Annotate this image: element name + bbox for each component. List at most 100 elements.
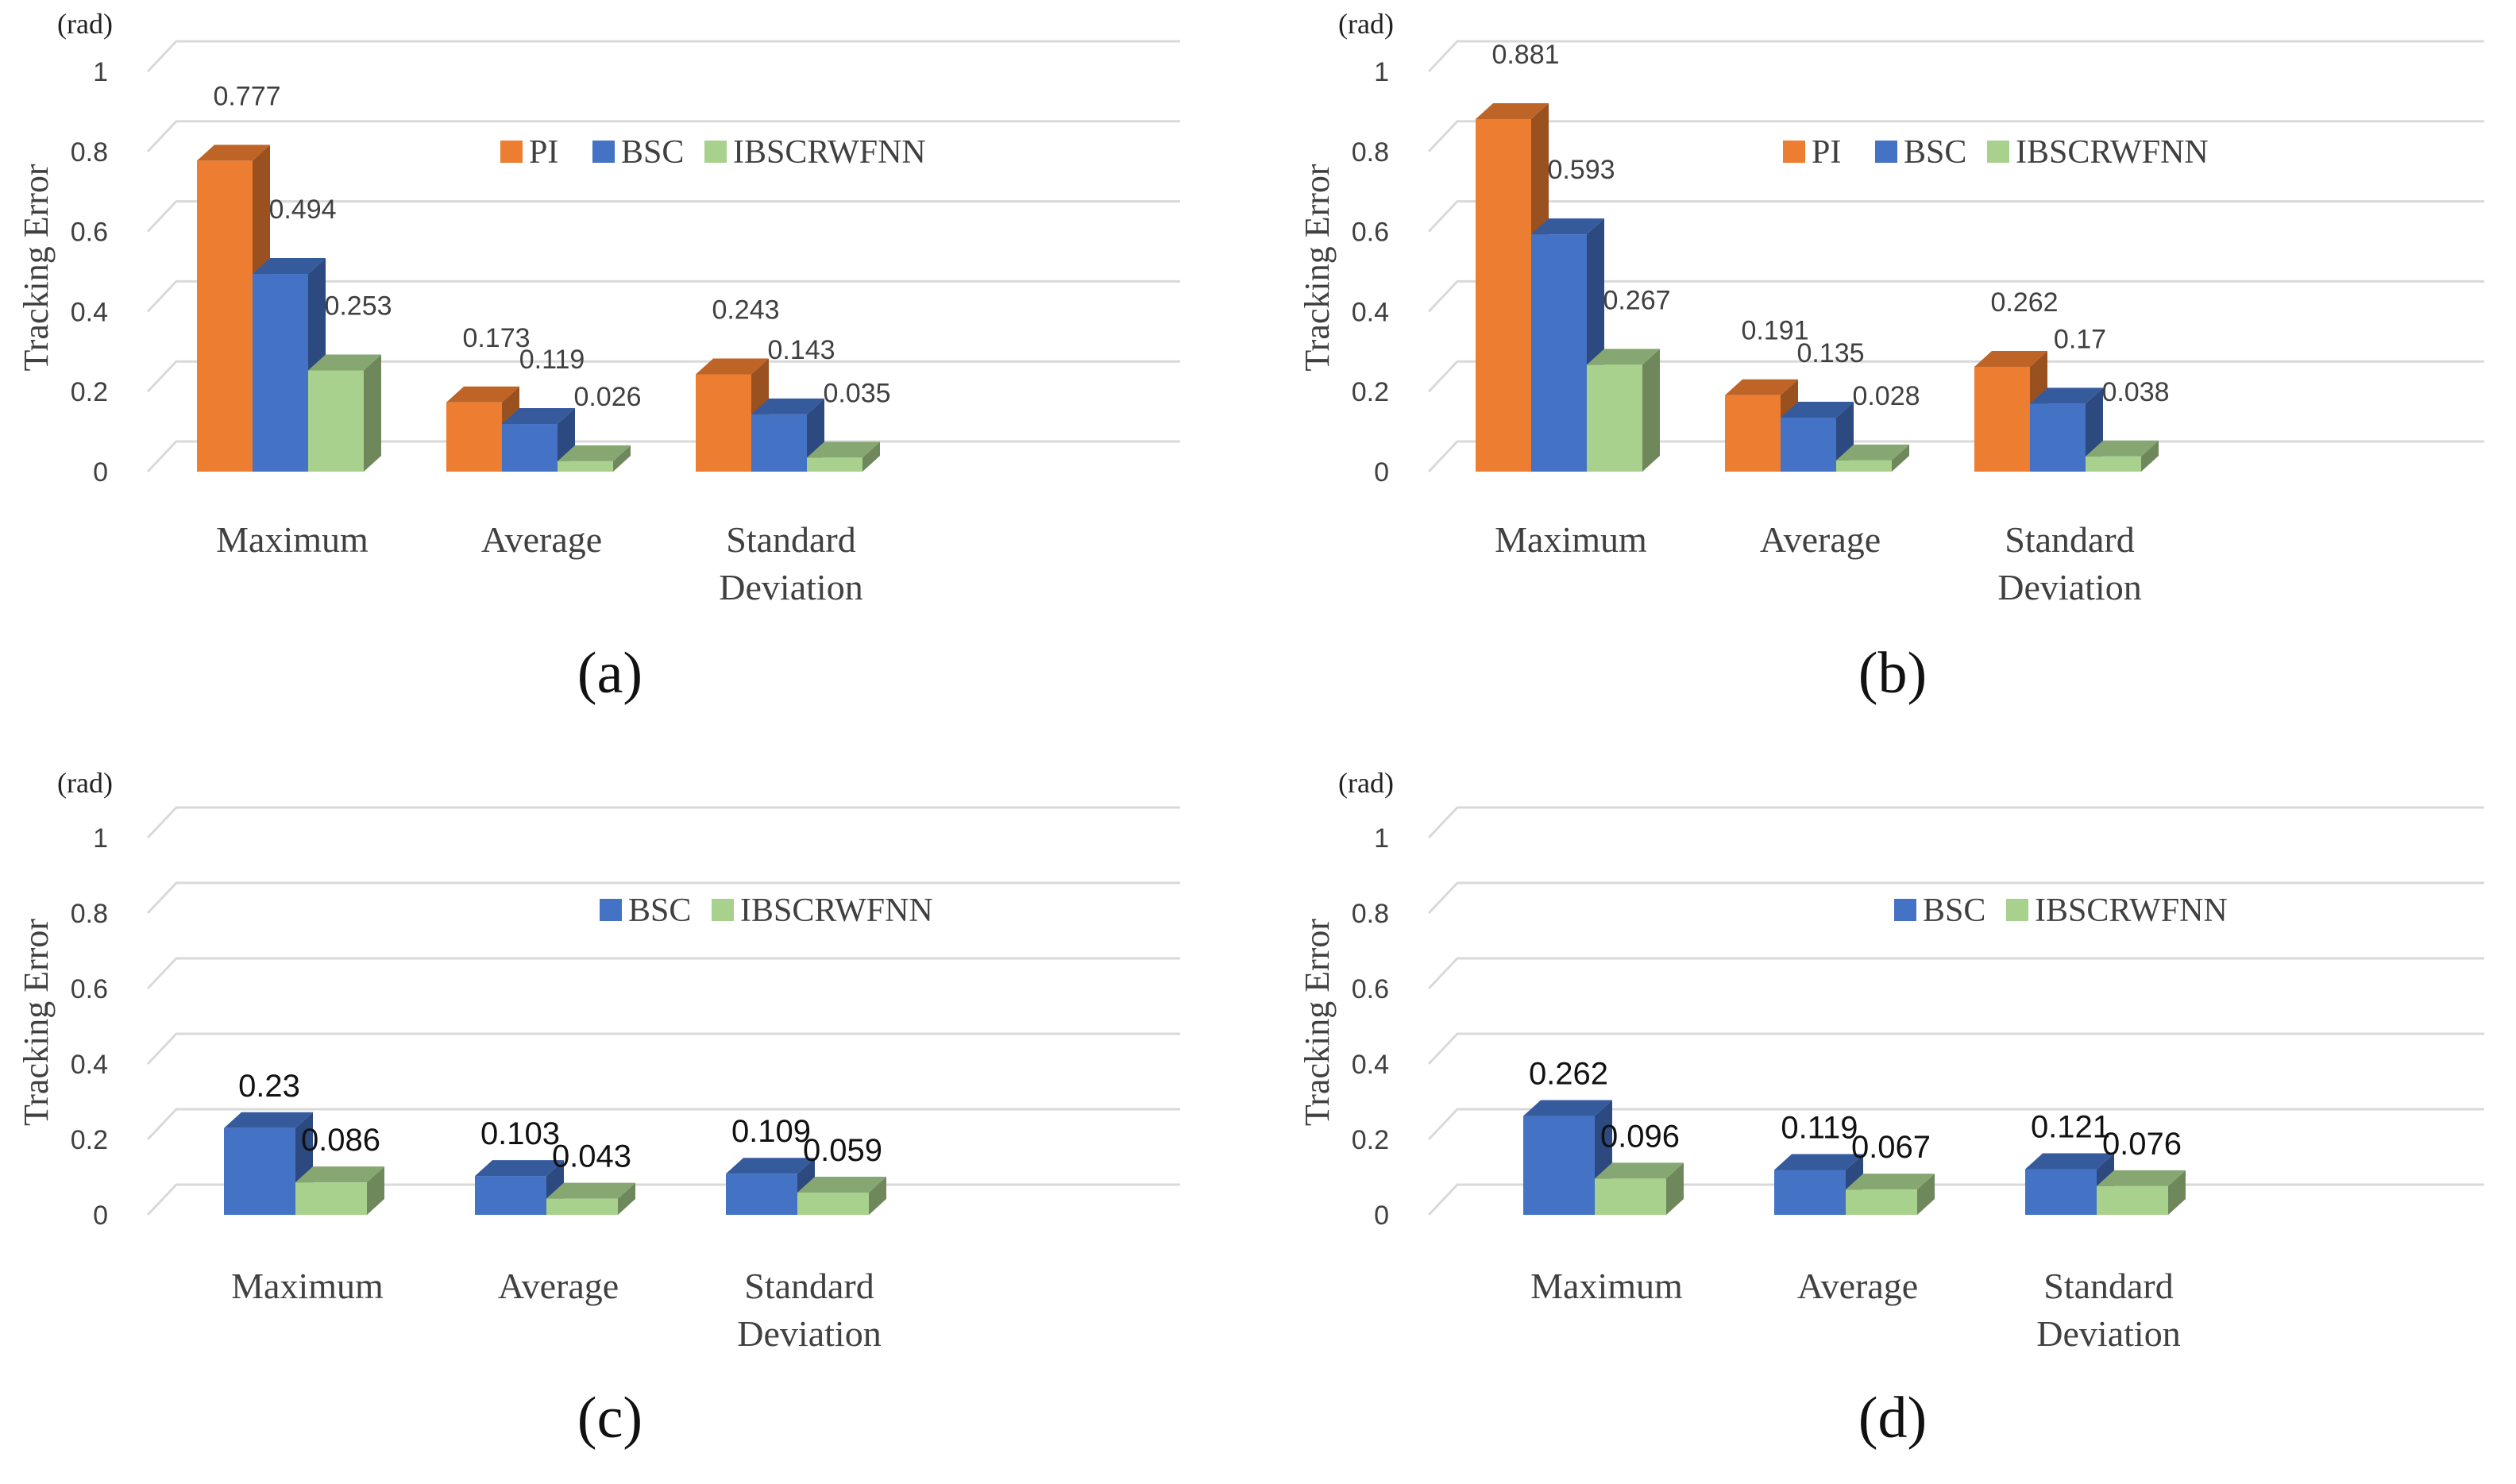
x-tick-label: Maximum [1495, 519, 1647, 560]
x-tick-label: Deviation [719, 567, 862, 607]
x-tick-label: Maximum [1530, 1266, 1683, 1306]
bar-top [1476, 102, 1549, 119]
panel-caption: (d) [1858, 1386, 1927, 1451]
y-axis-title: Tracking Error [17, 164, 56, 371]
y-tick-label: 0.6 [71, 218, 108, 248]
x-tick-label: Standard [726, 519, 856, 560]
gridline [1427, 806, 2484, 839]
y-tick-label: 1 [93, 823, 108, 854]
bar-top [751, 398, 824, 414]
gridline [1427, 40, 2484, 73]
bar-top [1781, 401, 1854, 418]
bar-top [1531, 218, 1604, 235]
y-tick-label: 0.8 [71, 137, 108, 168]
bar-front [475, 1176, 546, 1215]
bar-front [1781, 417, 1836, 472]
bar-front [224, 1127, 295, 1215]
bar-top [546, 1182, 635, 1199]
gridline [146, 40, 1180, 73]
bar-bsc-standard-deviation [2025, 1153, 2114, 1215]
bar-pi-average [446, 386, 519, 472]
data-label: 0.262 [1529, 1057, 1608, 1092]
bar-top [1587, 349, 1660, 365]
legend-swatch-bsc [592, 141, 615, 163]
chart-panel-a: 0 0.2 0.4 0.6 0.8 1 (rad) Tracking Error 0.777 0.… [17, 8, 1180, 706]
bar-front [446, 402, 502, 472]
bar-side [1892, 444, 1909, 472]
data-label: 0.23 [238, 1069, 300, 1104]
data-label: 0.026 [573, 382, 641, 412]
data-label: 0.119 [1781, 1110, 1858, 1145]
bar-top [1846, 1174, 1935, 1190]
data-label: 0.086 [301, 1123, 380, 1158]
gridline [146, 957, 1180, 990]
bar-front [2030, 403, 2086, 472]
bar-side [869, 1176, 886, 1215]
gridline [146, 200, 1180, 233]
y-tick-label: 0.2 [71, 1125, 108, 1155]
bar-top [1725, 379, 1798, 395]
y-axis-title: Tracking Error [1298, 164, 1337, 371]
bar-front [1774, 1170, 1846, 1215]
gridline [1427, 881, 2484, 915]
bar-side [1917, 1174, 1935, 1215]
bar-ibscrwfnn-maximum [295, 1166, 384, 1215]
legend-label: IBSCRWFNN [733, 134, 926, 171]
y-tick-label: 0.8 [1352, 899, 1389, 929]
x-tick-label: Standard [2005, 519, 2135, 560]
y-tick-label: 0.4 [71, 1050, 108, 1080]
x-tick-label: Maximum [231, 1266, 384, 1306]
y-tick-label: 0.4 [1352, 297, 1389, 327]
bar-ibscrwfnn-maximum [1587, 349, 1660, 472]
gridline [146, 1108, 1180, 1141]
gridline [1427, 200, 2484, 233]
x-tick-label: Deviation [2036, 1313, 2180, 1354]
bar-front [253, 274, 308, 472]
legend-label: PI [529, 134, 558, 171]
bar-top [446, 386, 519, 403]
gridline [146, 881, 1180, 915]
legend-label: IBSCRWFNN [2016, 134, 2209, 171]
bar-top [295, 1166, 384, 1183]
bar-ibscrwfnn-maximum [1595, 1162, 1684, 1215]
bar-front [308, 370, 364, 472]
bar-side [618, 1182, 635, 1215]
legend-swatch-pi [1783, 141, 1805, 163]
bar-side [2168, 1170, 2186, 1215]
bar-top [1836, 444, 1909, 461]
bar-front [1531, 234, 1587, 472]
bar-front [1974, 366, 2030, 472]
y-tick-label: 0.2 [1352, 377, 1389, 407]
legend-swatch-ibscrwfnn [1987, 141, 2009, 163]
legend-label: IBSCRWFNN [740, 892, 933, 929]
y-axis-title: Tracking Error [17, 919, 56, 1126]
y-tick-label: 0.6 [1352, 218, 1389, 248]
gridline [1427, 120, 2484, 152]
legend-label: BSC [628, 892, 691, 929]
y-axis-title: Tracking Error [1298, 919, 1337, 1126]
bar-front [502, 424, 558, 472]
bar-top [1523, 1100, 1612, 1116]
legend-swatch-bsc [1875, 141, 1897, 163]
data-label: 0.262 [1990, 287, 2058, 318]
x-tick-label: Standard [2043, 1266, 2174, 1306]
y-tick-label: 0.8 [1352, 137, 1389, 168]
bar-top [224, 1112, 313, 1128]
bar-top [1774, 1154, 1863, 1170]
x-tick-label: Standard [744, 1266, 874, 1306]
y-tick-label: 0 [93, 1201, 108, 1231]
bar-front [2097, 1185, 2168, 1215]
y-tick-label: 0.4 [71, 297, 108, 327]
x-tick-label: Deviation [1997, 567, 2141, 607]
data-label: 0.035 [823, 378, 890, 408]
bar-front [1595, 1178, 1666, 1215]
bar-front [546, 1198, 618, 1215]
bar-top [2025, 1153, 2114, 1170]
data-label: 0.076 [2102, 1127, 2182, 1162]
legend-label: BSC [1904, 134, 1966, 171]
gridline [1427, 1108, 2484, 1141]
data-label: 0.777 [213, 81, 280, 111]
legend-label: PI [1812, 134, 1841, 171]
data-label: 0.243 [712, 295, 779, 326]
gridline [1427, 1032, 2484, 1066]
